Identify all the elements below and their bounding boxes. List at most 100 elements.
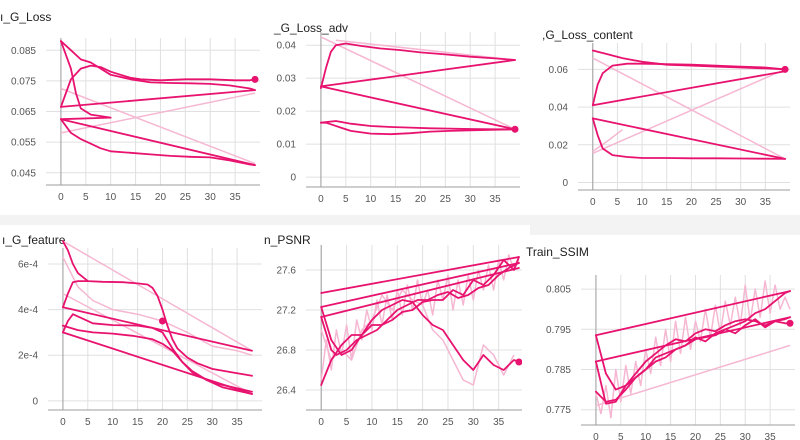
y-tick-label: 0.03 [277,74,297,85]
series-line [591,117,787,160]
chart-panel-g-loss-content: ,G_Loss_content 0 5 10 15 20 25 30 35 0.06 0.04 0.… [530,0,800,215]
chart-plot: 0 5 10 15 20 25 30 35 27.6 27.2 26.8 26.4 [277,245,524,428]
series-line [320,267,520,318]
y-tick-label: 27.6 [277,266,297,277]
series-line [320,42,516,89]
x-tick-label: 30 [207,417,219,428]
y-tick-label: 26.4 [277,386,297,397]
series-end-marker [158,317,166,325]
x-tick-label: 5 [344,417,350,428]
series-line [320,262,520,356]
chart-title: _G_Loss_adv [274,21,349,35]
x-tick-label: 15 [130,192,142,203]
x-tick-label: 20 [157,417,169,428]
x-tick-label: 20 [415,194,427,205]
x-tick-label: 0 [318,194,324,205]
y-tick-label: 0.02 [277,107,297,118]
y-tick-label: 0.785 [546,365,571,376]
x-tick-label: 30 [735,197,747,208]
x-tick-label: 30 [740,432,752,440]
x-tick-label: 5 [83,192,89,203]
series-line-raw [592,129,623,153]
series-line [320,59,516,88]
chart-plot: 0 5 10 15 20 25 30 35 0.06 0.04 0.02 0 [549,43,790,208]
series-line [320,121,516,136]
x-tick-label: 20 [417,417,429,428]
x-tick-label: 35 [760,197,772,208]
chart-plot: 0 5 10 15 20 25 30 35 0.805 0.795 0.785 0.775 [546,275,795,440]
y-tick-label: 0.04 [549,103,569,114]
x-tick-label: 20 [155,192,167,203]
series-line-raw [592,68,786,154]
x-tick-label: 30 [205,192,217,203]
x-tick-label: 0 [58,192,64,203]
series-line [62,280,89,309]
x-tick-label: 10 [365,194,377,205]
series-end-marker [786,319,794,327]
chart-title: Train_SSIM [526,245,589,259]
x-tick-label: 10 [107,417,119,428]
chart-plot: 0 5 10 15 20 25 30 35 0.085 0.075 0.065 0.055 0.045 [11,38,260,203]
series-line-raw [60,87,256,165]
series-line-raw [592,57,786,160]
series-end-marker [251,75,259,83]
chart-plot: 0 5 10 15 20 25 30 35 6e-4 4e-4 2e-4 0 [18,240,262,428]
series-line [320,120,516,131]
x-tick-label: 10 [366,417,378,428]
series-end-marker [511,125,519,133]
series-line-raw [62,292,253,395]
series-line [60,89,256,108]
x-tick-label: 25 [710,197,722,208]
series-line [60,40,112,121]
x-tick-label: 35 [493,417,505,428]
x-tick-label: 15 [132,417,144,428]
series-line [60,64,256,108]
y-tick-label: 26.8 [277,346,297,357]
chart-panel-g-feature: ı_G_feature 0 5 10 15 20 25 30 35 6e-4 4e-4 2e-4 0 [0,225,268,440]
x-tick-label: 25 [442,417,454,428]
y-tick-label: 0.085 [11,46,36,57]
x-tick-label: 30 [468,417,480,428]
series-line [591,62,787,107]
chart-title: n_PSNR [264,233,311,247]
y-tick-label: 2e-4 [18,351,38,362]
x-tick-label: 25 [440,194,452,205]
series-end-marker [781,65,789,73]
y-tick-label: 0.01 [277,140,297,151]
x-tick-label: 35 [490,194,502,205]
x-tick-label: 5 [615,197,621,208]
y-tick-label: 6e-4 [18,259,38,270]
y-tick-label: 0.04 [277,41,297,52]
series-end-marker [515,358,523,366]
series-line [62,324,253,395]
y-tick-label: 0.02 [549,140,569,151]
x-tick-label: 15 [392,417,404,428]
chart-title: ı_G_feature [2,233,66,247]
y-tick-label: 0.795 [546,325,571,336]
series-line [595,290,791,337]
y-tick-label: 0.065 [11,107,36,118]
y-tick-label: 0.805 [546,285,571,296]
x-tick-label: 0 [60,417,66,428]
x-tick-label: 10 [637,197,649,208]
y-tick-label: 0 [290,173,296,184]
x-tick-label: 20 [686,197,698,208]
series-line [62,240,253,377]
x-tick-label: 15 [390,194,402,205]
series-line [320,299,520,371]
y-tick-label: 4e-4 [18,305,38,316]
y-tick-label: 0.775 [546,405,571,416]
series-line-raw [335,39,516,61]
series-line [60,118,256,167]
y-tick-label: 0.055 [11,138,36,149]
series-line-raw [595,344,791,407]
chart-panel-train-ssim: Train_SSIM 0 5 10 15 20 25 30 35 0.805 0.795 0.785… [522,235,800,440]
x-tick-label: 25 [182,417,194,428]
x-tick-label: 20 [690,432,702,440]
series-line [320,256,520,386]
x-tick-label: 15 [661,197,673,208]
chart-plot: 0 5 10 15 20 25 30 35 0.04 0.03 0.02 0.01 0 [277,32,520,205]
y-tick-label: 0.06 [549,65,569,76]
x-tick-label: 35 [230,192,242,203]
series-line-raw [320,36,516,130]
